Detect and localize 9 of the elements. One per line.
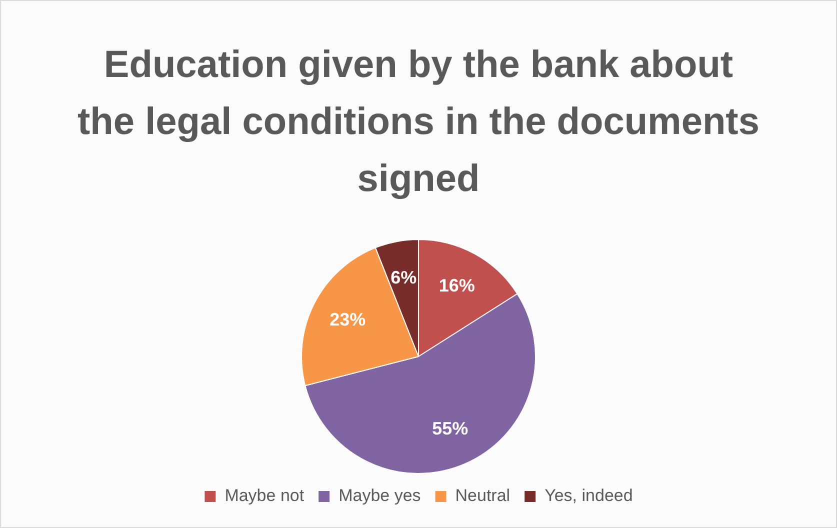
- chart-title: Education given by the bank about the legal conditions in the documents signed: [76, 43, 760, 202]
- legend-label: Maybe not: [224, 486, 304, 506]
- data-label: 55%: [432, 418, 468, 438]
- data-label: 23%: [330, 309, 366, 330]
- legend-label: Neutral: [455, 486, 510, 506]
- legend-label: Yes, indeed: [544, 486, 633, 506]
- legend-label: Maybe yes: [338, 486, 421, 506]
- data-label: 6%: [390, 267, 417, 288]
- data-label: 16%: [438, 276, 475, 296]
